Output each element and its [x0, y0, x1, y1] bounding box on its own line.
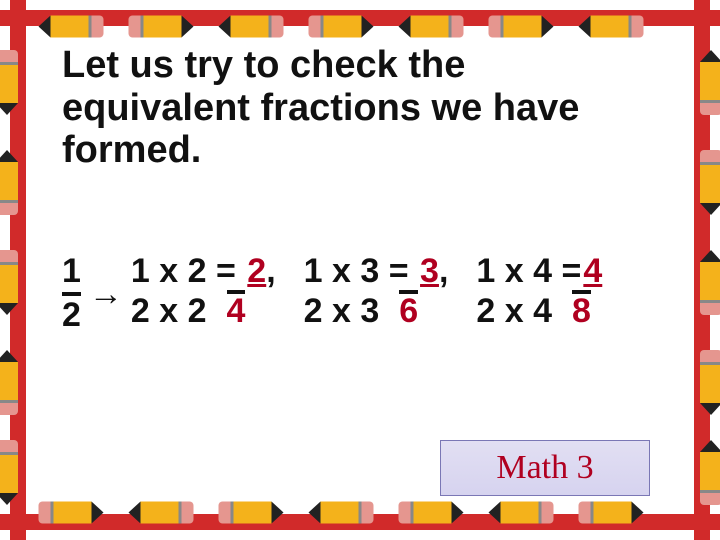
- pencil-icon: [0, 250, 18, 315]
- pencil-icon: [489, 16, 554, 38]
- eq-group-1: 1 x 2 = 2 , 2 x 2 4: [131, 254, 276, 329]
- arrow-icon: →: [89, 275, 123, 314]
- pencil-icon: [219, 16, 284, 38]
- border-stripe-right: [694, 0, 710, 540]
- border-stripe-left: [10, 0, 26, 540]
- eq1-top-trail: ,: [266, 254, 275, 290]
- pencil-icon: [700, 50, 720, 115]
- pencil-icon: [579, 16, 644, 38]
- pencil-icon: [700, 150, 720, 215]
- pencil-icon: [39, 502, 104, 524]
- eq2-top-result: 3: [420, 254, 439, 290]
- pencil-icon: [129, 502, 194, 524]
- eq2-bot-result: 6: [399, 290, 418, 330]
- eq1-bot-result: 4: [227, 290, 246, 330]
- eq1-top-result: 2: [247, 254, 266, 290]
- eq3-bot-lhs: 2 x 4: [476, 294, 552, 330]
- subject-label: Math 3: [440, 440, 650, 496]
- subject-label-text: Math 3: [496, 449, 593, 487]
- pencil-icon: [39, 16, 104, 38]
- heading-text: Let us try to check the equivalent fract…: [62, 44, 658, 172]
- pencil-icon: [129, 16, 194, 38]
- equations-block: 1 2 → 1 x 2 = 2 , 2 x 2 4: [62, 254, 658, 334]
- eq-group-3: 1 x 4 = 4 2 x 4 8: [476, 254, 602, 329]
- start-fraction: 1 2: [62, 254, 81, 333]
- start-numer: 1: [62, 254, 81, 290]
- eq-group-2: 1 x 3 = 3 , 2 x 3 6: [304, 254, 449, 329]
- pencil-icon: [219, 502, 284, 524]
- eq3-top-result: 4: [583, 254, 602, 290]
- slide-content: Let us try to check the equivalent fract…: [62, 44, 658, 172]
- eq1-bot-lhs: 2 x 2: [131, 294, 207, 330]
- pencil-icon: [579, 502, 644, 524]
- pencil-icon: [0, 150, 18, 215]
- border-stripe-top: [0, 10, 720, 26]
- pencil-icon: [700, 350, 720, 415]
- pencil-icon: [309, 502, 374, 524]
- eq2-top-trail: ,: [439, 254, 448, 290]
- eq1-top-lhs: 1 x 2 =: [131, 254, 236, 290]
- eq3-bot-result: 8: [572, 290, 591, 330]
- eq2-bot-lhs: 2 x 3: [304, 294, 380, 330]
- pencil-icon: [309, 16, 374, 38]
- pencil-icon: [700, 440, 720, 505]
- pencil-icon: [489, 502, 554, 524]
- eq2-top-lhs: 1 x 3 =: [304, 254, 409, 290]
- pencil-icon: [0, 440, 18, 505]
- pencil-icon: [0, 350, 18, 415]
- pencil-icon: [0, 50, 18, 115]
- eq3-top-lhs: 1 x 4 =: [476, 254, 581, 290]
- pencil-icon: [700, 250, 720, 315]
- pencil-icon: [399, 502, 464, 524]
- border-stripe-bottom: [0, 514, 720, 530]
- pencil-icon: [399, 16, 464, 38]
- start-denom: 2: [62, 298, 81, 334]
